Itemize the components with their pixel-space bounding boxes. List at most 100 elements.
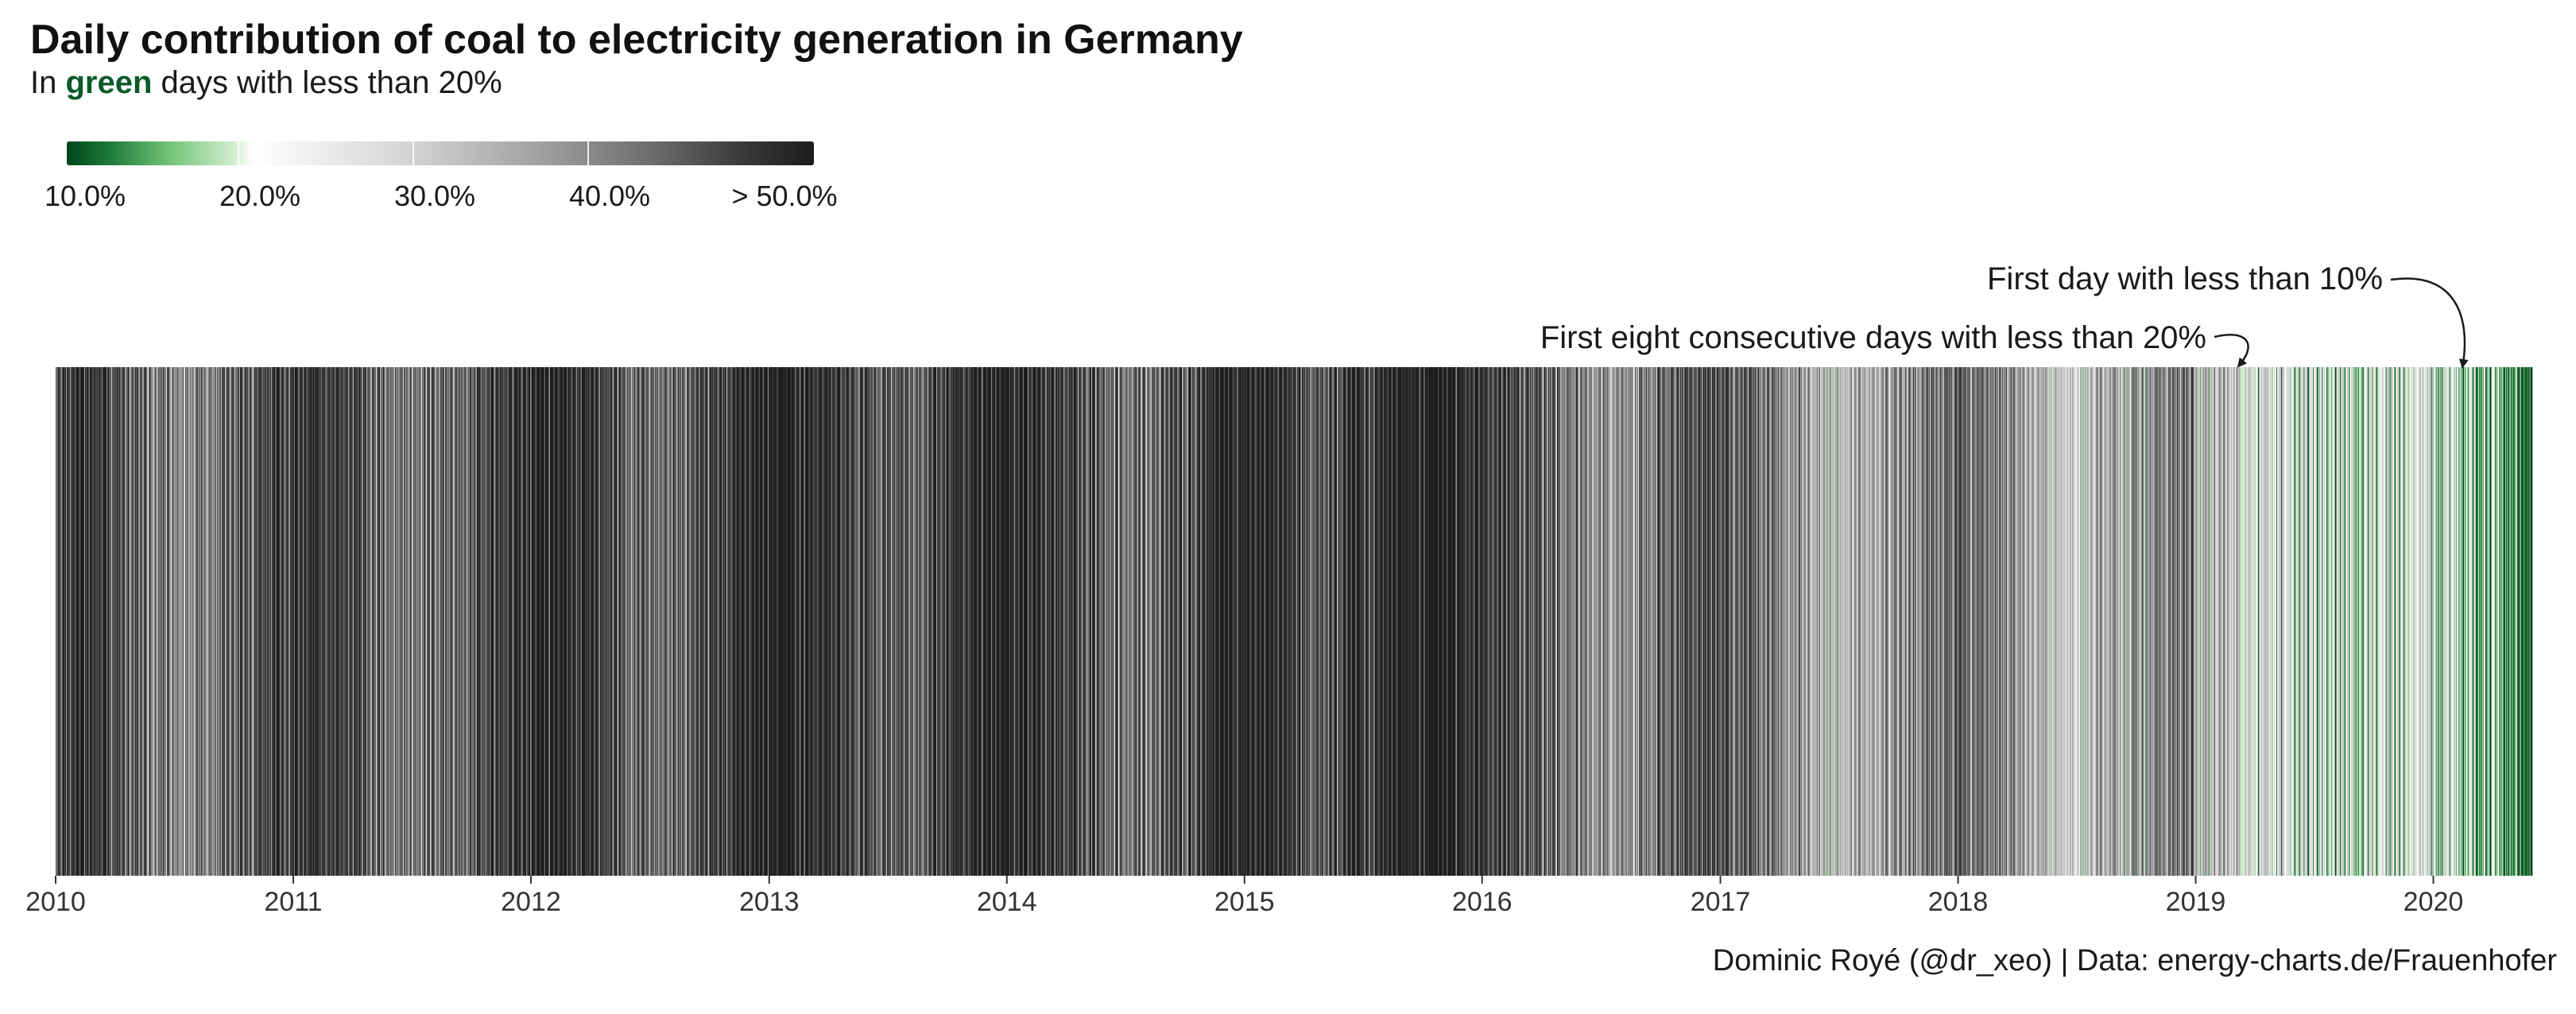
- day-stripe: [463, 367, 464, 876]
- day-stripe: [2028, 367, 2030, 876]
- day-stripe: [1040, 367, 1042, 876]
- day-stripe: [759, 367, 761, 876]
- day-stripe: [2473, 367, 2475, 876]
- day-stripe: [2191, 367, 2192, 876]
- day-stripe: [715, 367, 717, 876]
- day-stripe: [1952, 367, 1954, 876]
- day-stripe: [108, 367, 110, 876]
- day-stripe: [1137, 367, 1138, 876]
- day-stripe: [2174, 367, 2175, 876]
- day-stripe: [819, 367, 821, 876]
- day-stripe: [1493, 367, 1495, 876]
- day-stripe: [1096, 367, 1098, 876]
- day-stripe: [2202, 367, 2204, 876]
- day-stripe: [1270, 367, 1272, 876]
- day-stripe: [1030, 367, 1032, 876]
- day-stripe: [1180, 367, 1181, 876]
- day-stripe: [1743, 367, 1745, 876]
- day-stripe: [155, 367, 157, 876]
- day-stripe: [588, 367, 591, 876]
- day-stripe: [1831, 367, 1833, 876]
- day-stripe: [2380, 367, 2383, 876]
- day-stripe: [2068, 367, 2070, 876]
- subtitle-prefix: In: [30, 65, 57, 100]
- day-stripe: [2150, 367, 2152, 876]
- day-stripe: [2081, 367, 2082, 876]
- day-stripe: [1638, 367, 1640, 876]
- day-stripe: [2057, 367, 2059, 876]
- day-stripe: [1067, 367, 1069, 876]
- day-stripe: [1212, 367, 1214, 876]
- day-stripe: [77, 367, 79, 876]
- day-stripe: [475, 367, 476, 876]
- day-stripe: [1359, 367, 1361, 876]
- day-stripe: [294, 367, 296, 876]
- day-stripe: [1723, 367, 1725, 876]
- day-stripe: [327, 367, 329, 876]
- day-stripe: [177, 367, 179, 876]
- day-stripe: [138, 367, 141, 876]
- day-stripe: [968, 367, 970, 876]
- day-stripe: [722, 367, 723, 876]
- day-stripe: [2201, 367, 2202, 876]
- day-stripe: [139, 367, 141, 876]
- day-stripe: [1335, 367, 1337, 876]
- day-stripe: [766, 367, 768, 876]
- day-stripe: [200, 367, 202, 876]
- day-stripe: [800, 367, 802, 876]
- day-stripe: [223, 367, 225, 876]
- day-stripe: [1233, 367, 1234, 876]
- day-stripe: [2516, 367, 2517, 876]
- day-stripe: [2398, 367, 2400, 876]
- day-stripe: [1003, 367, 1005, 876]
- day-stripe: [1549, 367, 1551, 876]
- day-stripe: [1222, 367, 1224, 876]
- day-stripe: [1421, 367, 1423, 876]
- day-stripe: [2046, 367, 2047, 876]
- day-stripe: [927, 367, 928, 876]
- day-stripe: [1210, 367, 1211, 876]
- day-stripe: [248, 367, 250, 876]
- day-stripe: [2480, 367, 2481, 876]
- day-stripe: [230, 367, 231, 876]
- day-stripe: [706, 367, 707, 876]
- day-stripe: [360, 367, 362, 876]
- day-stripe: [1954, 367, 1955, 876]
- day-stripe: [1095, 367, 1097, 876]
- day-stripe: [120, 367, 122, 876]
- day-stripe: [449, 367, 451, 876]
- day-stripe: [997, 367, 999, 876]
- day-stripe: [1099, 367, 1101, 876]
- day-stripe: [804, 367, 806, 876]
- day-stripe: [1193, 367, 1195, 876]
- day-stripe: [2302, 367, 2303, 876]
- day-stripe: [507, 367, 509, 876]
- day-stripe: [506, 367, 508, 876]
- day-stripe: [730, 367, 731, 876]
- day-stripe: [893, 367, 895, 876]
- day-stripe: [1812, 367, 1814, 876]
- day-stripe: [1320, 367, 1322, 876]
- day-stripe: [180, 367, 182, 876]
- day-stripe: [1203, 367, 1206, 876]
- day-stripe: [1466, 367, 1469, 876]
- day-stripe: [1134, 367, 1136, 876]
- day-stripe: [930, 367, 932, 876]
- day-stripe: [1023, 367, 1025, 876]
- day-stripe: [217, 367, 219, 876]
- day-stripe: [346, 367, 347, 876]
- day-stripe: [196, 367, 198, 876]
- day-stripe: [1798, 367, 1799, 876]
- day-stripe: [2299, 367, 2300, 876]
- day-stripe: [1833, 367, 1834, 876]
- day-stripe: [159, 367, 161, 876]
- day-stripe: [735, 367, 737, 876]
- day-stripe: [434, 367, 436, 876]
- day-stripe: [1483, 367, 1485, 876]
- day-stripe: [112, 367, 114, 876]
- day-stripe: [1506, 367, 1508, 876]
- day-stripe: [1600, 367, 1602, 876]
- day-stripe: [848, 367, 850, 876]
- day-stripe: [1809, 367, 1811, 876]
- day-stripe: [426, 367, 428, 876]
